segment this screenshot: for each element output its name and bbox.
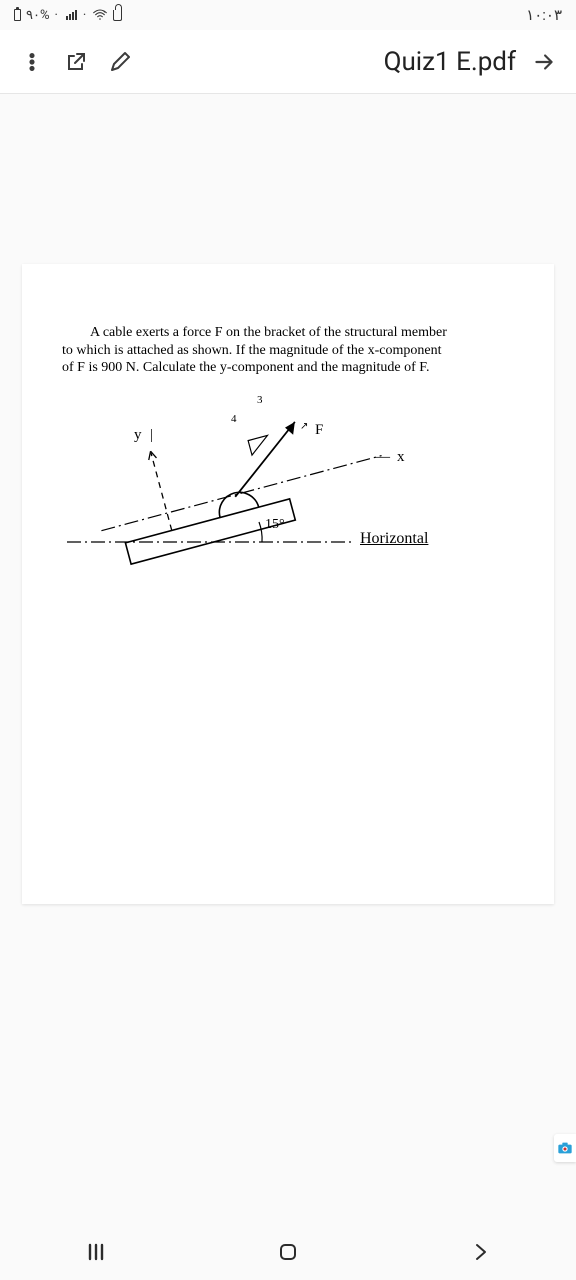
label-x: x bbox=[397, 449, 405, 466]
open-external-icon bbox=[64, 50, 88, 74]
svg-text:+: + bbox=[104, 11, 107, 16]
label-slope-rise: 4 bbox=[231, 413, 237, 425]
label-y: y bbox=[134, 427, 142, 444]
label-horizontal: Horizontal bbox=[360, 530, 428, 548]
navigation-bar bbox=[0, 1224, 576, 1280]
status-dot2: · bbox=[83, 8, 86, 23]
battery-pct: ٩٠% bbox=[26, 8, 50, 23]
battery-icon bbox=[14, 9, 21, 21]
camera-icon bbox=[557, 1141, 573, 1155]
lock-icon bbox=[113, 10, 122, 21]
signal-icon bbox=[66, 10, 77, 20]
camera-tab[interactable] bbox=[554, 1134, 576, 1162]
recent-apps-icon bbox=[84, 1240, 108, 1264]
arrow-right-icon bbox=[531, 49, 557, 75]
home-button[interactable] bbox=[258, 1230, 318, 1274]
status-bar: ٩٠% · · + ١٠:٠٣ bbox=[0, 0, 576, 30]
open-external-button[interactable] bbox=[54, 40, 98, 84]
more-vert-icon bbox=[21, 51, 43, 73]
status-dot: · bbox=[55, 8, 58, 23]
document-title: Quiz1 E.pdf bbox=[142, 47, 522, 77]
problem-line3: of F is 900 N. Calculate the y-component… bbox=[62, 359, 514, 377]
pencil-icon bbox=[108, 50, 132, 74]
status-time: ١٠:٠٣ bbox=[526, 6, 562, 24]
label-slope-run: 3 bbox=[257, 394, 263, 406]
back-icon bbox=[468, 1240, 492, 1264]
pdf-page: A cable exerts a force F on the bracket … bbox=[22, 264, 554, 904]
problem-line2: to which is attached as shown. If the ma… bbox=[62, 342, 514, 360]
edit-button[interactable] bbox=[98, 40, 142, 84]
back-button[interactable] bbox=[450, 1230, 510, 1274]
label-angle: 15° bbox=[265, 517, 285, 533]
problem-line1: A cable exerts a force F on the bracket … bbox=[62, 324, 514, 342]
page-inner: A cable exerts a force F on the bracket … bbox=[62, 324, 514, 587]
content-area[interactable]: A cable exerts a force F on the bracket … bbox=[0, 94, 576, 1220]
label-F: F bbox=[315, 422, 323, 439]
wifi-icon: + bbox=[92, 8, 108, 22]
forward-button[interactable] bbox=[522, 40, 566, 84]
more-menu-button[interactable] bbox=[10, 40, 54, 84]
app-toolbar: Quiz1 E.pdf bbox=[0, 30, 576, 94]
status-left: ٩٠% · · + bbox=[14, 8, 122, 23]
home-icon bbox=[276, 1240, 300, 1264]
problem-diagram: y | x — F ↗ 3 4 15° Horizontal bbox=[62, 377, 514, 587]
recent-apps-button[interactable] bbox=[66, 1230, 126, 1274]
